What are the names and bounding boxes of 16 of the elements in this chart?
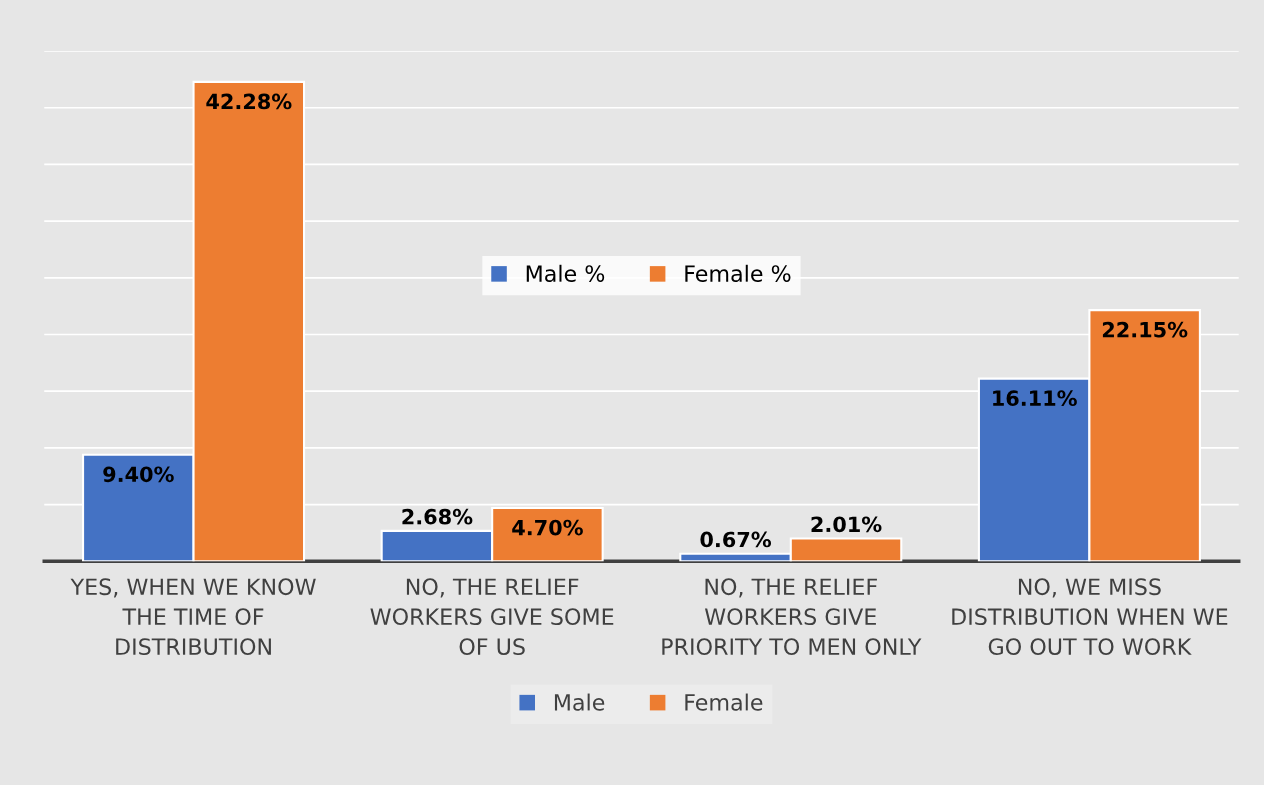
x-tick-label: NO, THE RELIEF WORKERS GIVE PRIORITY TO MEN ONLY: [662, 578, 922, 656]
x-tick-label: NO, THE RELIEF WORKERS GIVE SOME OF US: [370, 578, 614, 656]
data-label: 2.68%: [402, 508, 473, 525]
x-tick-label: NO, WE MISS DISTRIBUTION WHEN WE GO OUT TO WORK: [952, 578, 1228, 656]
data-label: 9.40%: [103, 466, 174, 483]
data-label: 16.11%: [993, 390, 1077, 407]
data-label: 42.28%: [206, 93, 292, 110]
legend-label: Female: [685, 693, 763, 711]
data-label: 0.67%: [700, 531, 772, 548]
annotation: Female %: [685, 264, 791, 282]
legend-label: Male: [554, 693, 605, 711]
x-tick-label: YES, WHEN WE KNOW THE TIME OF DISTRIBUTION: [70, 578, 316, 656]
data-label: 22.15%: [1102, 321, 1188, 338]
data-label: 2.01%: [811, 516, 882, 533]
data-label: 4.70%: [512, 519, 583, 536]
annotation: Male %: [526, 264, 605, 282]
